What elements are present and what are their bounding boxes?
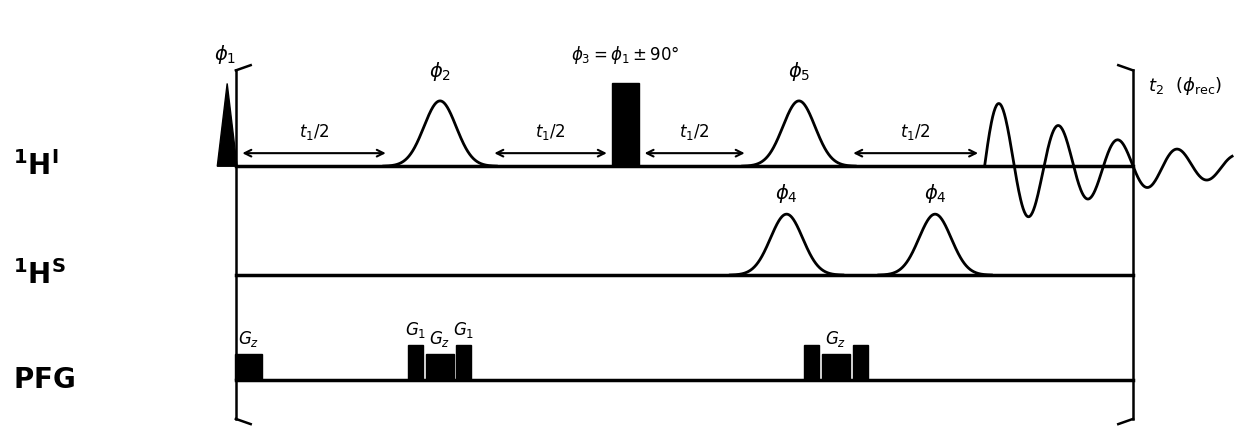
Bar [456,345,471,380]
Text: $G_z$: $G_z$ [238,329,259,349]
Bar [612,83,639,166]
Text: $\mathbf{^1H^S}$: $\mathbf{^1H^S}$ [14,260,66,290]
Text: $\mathbf{PFG}$: $\mathbf{PFG}$ [14,366,76,394]
Bar [823,354,850,380]
Text: $\phi_5$: $\phi_5$ [788,60,810,83]
Text: $G_z$: $G_z$ [430,329,451,349]
Text: $\mathbf{^1H^I}$: $\mathbf{^1H^I}$ [14,151,58,181]
Polygon shape [217,83,237,166]
Text: $\phi_1$: $\phi_1$ [213,43,235,66]
Bar [854,345,869,380]
Text: $t_2\ \ (\phi_\mathrm{rec})$: $t_2\ \ (\phi_\mathrm{rec})$ [1149,75,1222,97]
Text: $G_1$: $G_1$ [405,320,426,340]
Bar [426,354,453,380]
Bar [804,345,819,380]
Bar [408,345,422,380]
Bar [234,354,261,380]
Text: $\phi_4$: $\phi_4$ [776,182,798,205]
Text: $G_z$: $G_z$ [825,329,846,349]
Text: $\phi_4$: $\phi_4$ [924,182,947,205]
Text: $t_1/2$: $t_1/2$ [901,122,930,142]
Text: $G_1$: $G_1$ [453,320,475,340]
Text: $t_1/2$: $t_1/2$ [299,122,330,142]
Text: $t_1/2$: $t_1/2$ [535,122,566,142]
Text: $t_1/2$: $t_1/2$ [679,122,710,142]
Text: $\phi_2$: $\phi_2$ [429,60,451,83]
Text: $\phi_3 = \phi_1 \pm 90°$: $\phi_3 = \phi_1 \pm 90°$ [571,44,680,66]
